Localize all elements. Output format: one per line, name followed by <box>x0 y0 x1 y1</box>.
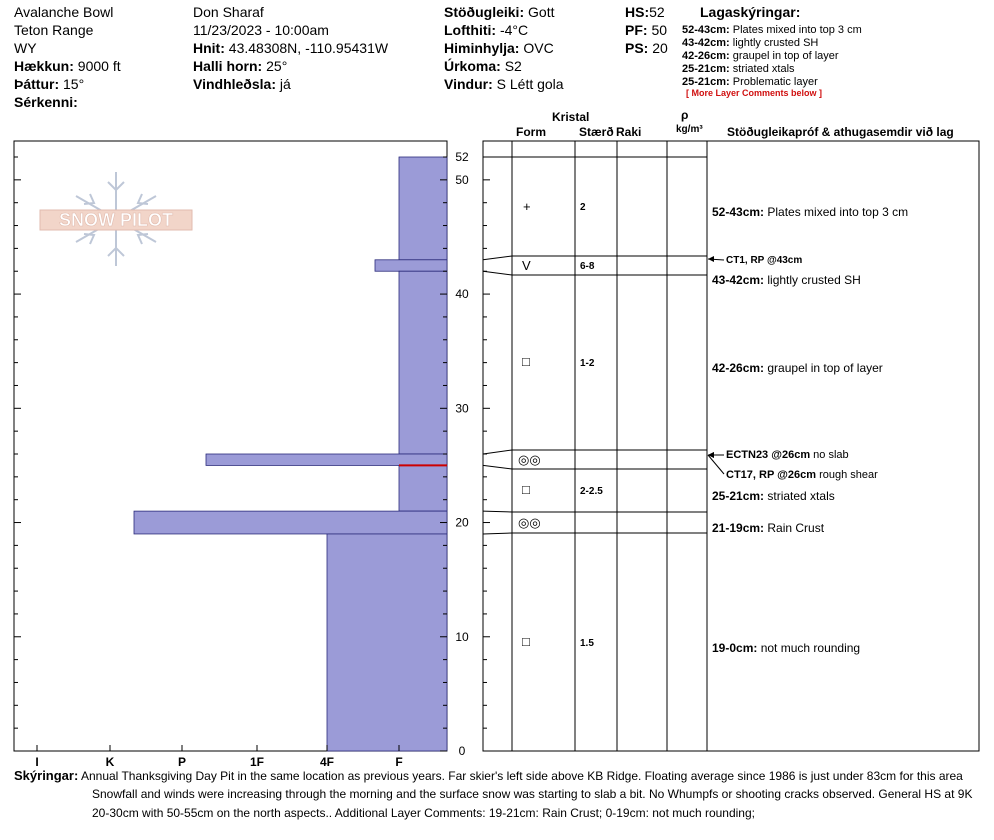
wind-field: Vindur: S Létt gola <box>444 76 564 92</box>
features-field: Sérkenni: <box>14 94 78 110</box>
legend-item: 52-43cm: Plates mixed into top 3 cm <box>682 24 862 36</box>
crystal-size: 2 <box>580 202 586 213</box>
layer-comment: 19-0cm: not much rounding <box>712 641 861 655</box>
stability-test: CT17, RP @26cm rough shear <box>726 469 878 481</box>
hs-field: HS:52 <box>625 4 665 20</box>
hardness-bar <box>398 156 448 261</box>
layer-comment: 43-42cm: lightly crusted SH <box>712 273 861 287</box>
stability-field: Stöðugleiki: Gott <box>444 4 555 20</box>
hardness-bar <box>374 259 448 272</box>
arrowhead-icon <box>708 256 714 262</box>
x-tick-label: K <box>106 755 115 769</box>
legend-item: 25-21cm: Problematic layer <box>682 76 818 88</box>
rho-header: ρ <box>681 108 689 122</box>
test-arrow <box>707 454 725 475</box>
crystal-form-plus: + <box>523 199 531 214</box>
y-tick-label: 10 <box>455 630 469 644</box>
footer-line: Snowfall and winds were increasing throu… <box>92 787 973 801</box>
y-tick-label: 52 <box>455 150 469 164</box>
layer-comment: 21-19cm: Rain Crust <box>712 521 825 535</box>
crystal-size: 1.5 <box>580 638 594 649</box>
observer-name: Don Sharaf <box>193 4 264 20</box>
sky-field: Himinhylja: OVC <box>444 40 554 56</box>
hardness-bar <box>133 510 448 535</box>
crystal-form-graupel: ◎◎ <box>518 452 541 467</box>
aspect-field: Þáttur: 15° <box>14 76 85 92</box>
size-header: Stærð <box>579 125 614 139</box>
slope-field: Halli horn: 25° <box>193 58 288 74</box>
location-name: Avalanche Bowl <box>14 4 114 20</box>
y-tick-label: 50 <box>455 173 469 187</box>
range-name: Teton Range <box>14 22 94 38</box>
stability-tests-header: Stöðugleikapróf & athugasemdir við lag <box>727 125 954 139</box>
layer-comment: 42-26cm: graupel in top of layer <box>712 361 883 375</box>
pf-field: PF: 50 <box>625 22 668 38</box>
layer-connector <box>482 510 513 513</box>
crystal-rows <box>482 156 725 535</box>
hardness-bar <box>398 465 448 512</box>
footer-line: Annual Thanksgiving Day Pit in the same … <box>80 769 963 783</box>
more-comments-link[interactable]: [ More Layer Comments below ] <box>686 88 823 98</box>
moisture-header: Raki <box>616 125 642 139</box>
obs-datetime: 11/23/2023 - 10:00am <box>193 22 329 38</box>
hardness-axis: I K P 1F 4F F <box>35 745 403 769</box>
crystal-form-square: □ <box>522 354 530 369</box>
y-tick-label: 0 <box>459 744 466 758</box>
logo-text: SNOW PILOT <box>59 210 173 230</box>
layer-connector <box>482 532 513 535</box>
x-tick-label: P <box>178 755 186 769</box>
snowpilot-logo: SNOW PILOT <box>39 172 193 266</box>
coords-field: Hnit: 43.48308N, -110.95431W <box>193 40 389 56</box>
stability-test: CT1, RP @43cm <box>726 255 803 266</box>
stability-test: ECTN23 @26cm no slab <box>726 449 849 461</box>
legend-item: 43-42cm: lightly crusted SH <box>682 37 819 49</box>
layer-connector <box>482 464 513 470</box>
crystal-form-graupel: ◎◎ <box>518 515 541 530</box>
layer-connector <box>482 270 513 276</box>
form-header: Form <box>516 125 546 139</box>
layer-connector <box>482 449 513 455</box>
x-tick-label: 1F <box>250 755 264 769</box>
crystal-size: 2-2.5 <box>580 486 603 497</box>
footer-line: 20-30cm with 50-55cm on the north aspect… <box>92 806 755 820</box>
precip-field: Úrkoma: S2 <box>444 58 522 74</box>
arrowhead-icon <box>708 452 714 458</box>
crystal-size: 1-2 <box>580 358 595 369</box>
crystal-size: 6-8 <box>580 261 595 272</box>
x-tick-label: I <box>35 755 38 769</box>
logo-banner <box>39 209 193 231</box>
layer-connector <box>482 255 513 261</box>
density-header: kg/m³ <box>676 124 703 135</box>
elevation-field: Hækkun: 9000 ft <box>14 58 121 74</box>
crystal-table <box>482 140 980 752</box>
crystal-form-square: □ <box>522 634 530 649</box>
legend-item: 25-21cm: striated xtals <box>682 63 795 75</box>
legend-title: Lagaskýringar: <box>700 4 801 20</box>
layer-comment: 52-43cm: Plates mixed into top 3 cm <box>712 205 909 219</box>
footer-label: Skýringar: <box>14 768 79 783</box>
y-tick-label: 30 <box>455 401 469 415</box>
footer-notes: Skýringar: Annual Thanksgiving Day Pit i… <box>14 766 963 786</box>
crystal-table-frame <box>482 140 980 752</box>
layer-comment: 25-21cm: striated xtals <box>712 489 835 503</box>
crystal-form-v: V <box>522 258 531 273</box>
ps-field: PS: 20 <box>625 40 668 56</box>
y-tick-label: 20 <box>455 516 469 530</box>
hardness-bar <box>205 453 448 466</box>
hardness-bar <box>326 533 448 752</box>
air-temp-field: Lofthiti: -4°C <box>444 22 529 38</box>
x-tick-label: F <box>395 755 402 769</box>
legend-item: 42-26cm: graupel in top of layer <box>682 50 839 62</box>
wind-loading-field: Vindhleðsla: já <box>193 76 291 92</box>
state-name: WY <box>14 40 37 56</box>
y-tick-label: 40 <box>455 287 469 301</box>
crystal-header: Kristal <box>552 110 590 124</box>
x-tick-label: 4F <box>320 755 334 769</box>
hardness-bar <box>398 270 448 455</box>
hardness-bars <box>133 156 448 752</box>
height-axis: 0 10 20 30 40 50 52 <box>14 150 490 758</box>
crystal-form-square: □ <box>522 482 530 497</box>
